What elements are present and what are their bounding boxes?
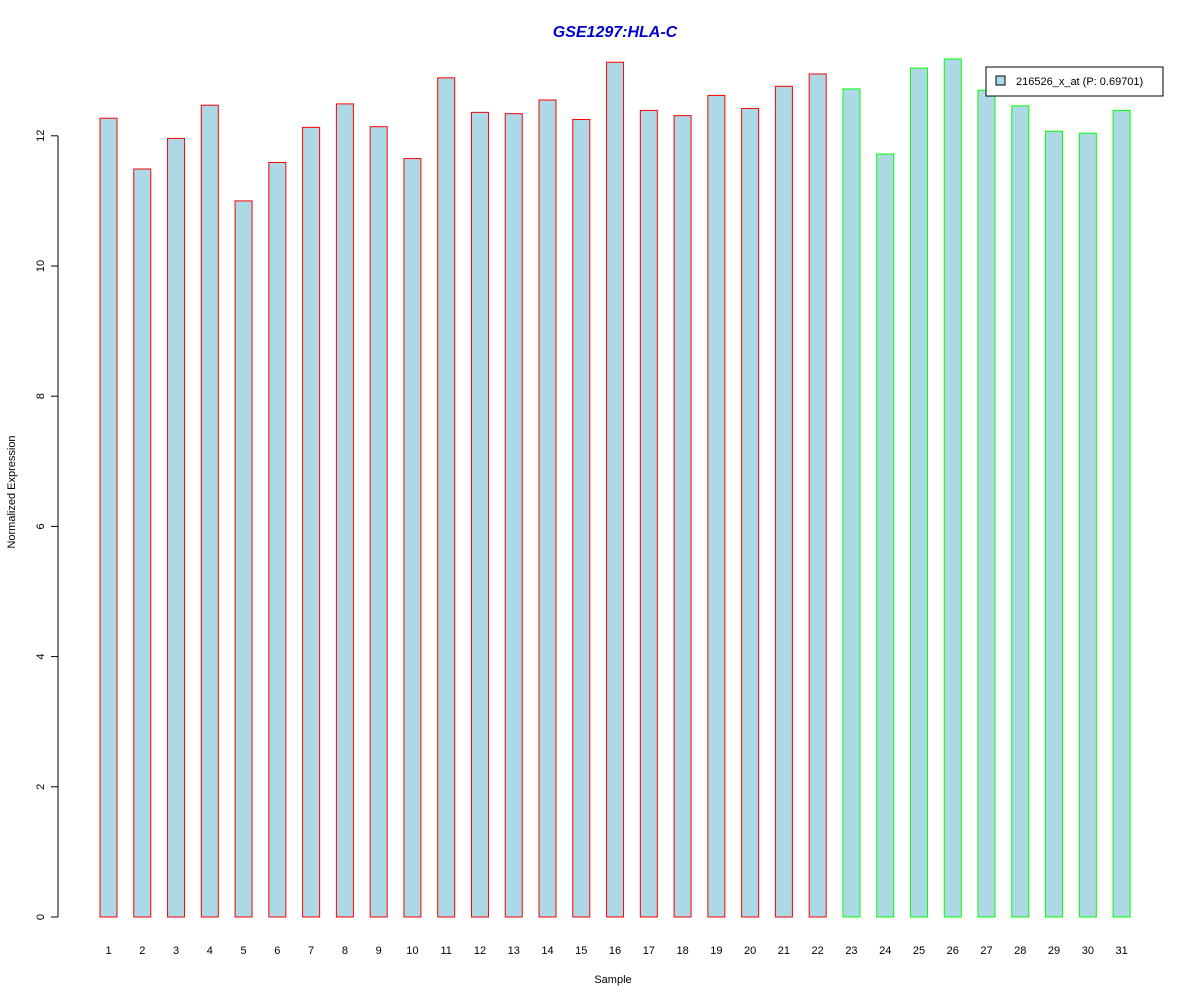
x-tick-label: 26	[947, 945, 959, 957]
x-tick-label: 13	[508, 945, 520, 957]
x-tick-label: 6	[274, 945, 280, 957]
legend-swatch	[995, 75, 1006, 86]
x-tick-label: 17	[643, 945, 655, 957]
x-tick-label: 24	[879, 945, 891, 957]
bar-sample-6	[268, 161, 287, 918]
x-tick-label: 8	[342, 945, 348, 957]
bar-sample-14	[538, 99, 557, 918]
x-tick-label: 28	[1014, 945, 1026, 957]
x-tick-label: 2	[139, 945, 145, 957]
x-tick-label: 15	[575, 945, 587, 957]
bar-sample-2	[133, 168, 152, 918]
bar-sample-21	[774, 85, 793, 918]
x-tick-label: 29	[1048, 945, 1060, 957]
bar-sample-27	[977, 89, 996, 918]
x-tick-label: 31	[1115, 945, 1127, 957]
y-axis-label: Normalized Expression	[6, 435, 18, 548]
y-tick-label: 0	[35, 914, 47, 920]
legend: 216526_x_at (P: 0.69701)	[985, 66, 1164, 97]
bar-sample-17	[639, 109, 658, 918]
y-tick-label: 4	[35, 654, 47, 660]
bar-sample-8	[335, 103, 354, 918]
bar-sample-18	[673, 115, 692, 918]
x-tick-label: 23	[845, 945, 857, 957]
y-tick-label: 12	[35, 130, 47, 142]
bar-sample-28	[1011, 105, 1030, 918]
chart-title: GSE1297:HLA-C	[553, 24, 678, 41]
x-tick-label: 19	[710, 945, 722, 957]
bar-sample-26	[943, 58, 962, 918]
bar-sample-16	[606, 61, 625, 918]
legend-label: 216526_x_at (P: 0.69701)	[1016, 76, 1143, 88]
bar-sample-4	[200, 104, 219, 918]
bar-sample-5	[234, 200, 253, 918]
bar-sample-9	[369, 126, 388, 918]
x-tick-label: 25	[913, 945, 925, 957]
bar-sample-24	[876, 153, 895, 918]
bar-sample-12	[470, 111, 489, 918]
y-axis: 0 2 4 6 8 10 12	[35, 130, 59, 920]
x-tick-label: 11	[440, 945, 451, 957]
x-tick-label: 10	[406, 945, 418, 957]
x-tick-label: 16	[609, 945, 621, 957]
x-tick-label: 9	[376, 945, 382, 957]
y-tick-label: 2	[35, 784, 47, 790]
bars	[99, 58, 1131, 918]
bar-sample-13	[504, 113, 523, 918]
bar-sample-3	[167, 137, 186, 918]
bar-sample-25	[909, 67, 928, 918]
x-axis-label: Sample	[594, 974, 631, 986]
y-tick-label: 10	[35, 260, 47, 272]
bar-sample-7	[302, 126, 321, 918]
x-tick-label: 20	[744, 945, 756, 957]
bar-sample-10	[403, 158, 422, 918]
x-tick-label: 7	[308, 945, 314, 957]
x-tick-label: 22	[812, 945, 824, 957]
x-tick-label: 14	[541, 945, 553, 957]
x-axis: 1 2 3 4 5 6 7 8 9 10 11 12 13 14 15 16 17 18 19 20 21 22 23 24 2…	[105, 945, 1127, 957]
bar-sample-11	[437, 77, 456, 918]
bar-sample-31	[1112, 109, 1131, 918]
x-tick-label: 3	[173, 945, 179, 957]
y-tick-label: 6	[35, 523, 47, 529]
x-tick-label: 27	[980, 945, 992, 957]
bar-sample-23	[842, 88, 861, 918]
bar-sample-22	[808, 73, 827, 918]
y-tick-label: 8	[35, 393, 47, 399]
x-tick-label: 30	[1082, 945, 1094, 957]
bar-sample-20	[741, 107, 760, 918]
x-tick-label: 5	[241, 945, 247, 957]
legend-box	[985, 66, 1164, 97]
bar-sample-15	[572, 119, 591, 918]
bar-sample-1	[99, 117, 118, 918]
bar-sample-29	[1045, 130, 1064, 918]
x-tick-label: 12	[474, 945, 486, 957]
x-tick-label: 4	[207, 945, 213, 957]
bar-sample-30	[1078, 132, 1097, 918]
x-tick-label: 21	[778, 945, 790, 957]
x-tick-label: 1	[105, 945, 111, 957]
bar-sample-19	[707, 94, 726, 918]
x-tick-label: 18	[676, 945, 688, 957]
